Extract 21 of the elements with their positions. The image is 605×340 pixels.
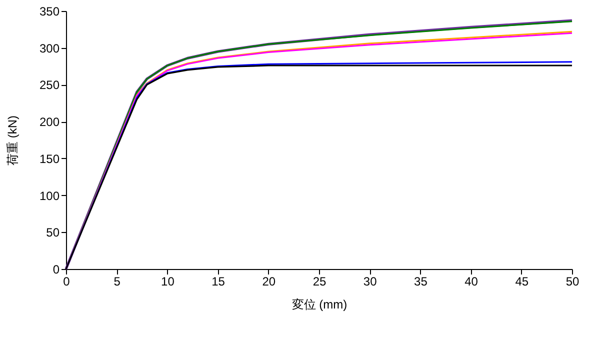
y-tick-label: 300 [39,41,60,56]
x-tick-label: 5 [114,274,121,288]
x-tick-label: 45 [515,274,529,288]
x-tick-label: 30 [363,274,378,288]
y-tick-label: 200 [39,115,60,130]
x-tick-label: 50 [566,274,580,288]
y-tick-label: 0 [52,262,60,276]
y-tick-label: 100 [39,188,60,203]
x-tick-label: 10 [161,274,175,288]
x-tick-label: 40 [464,274,478,288]
y-axis-title: 荷重 (kN) [5,116,20,166]
x-tick-label: 15 [212,274,226,288]
y-tick-label: 50 [46,226,60,240]
x-axis-title: 変位 (mm) [292,298,348,312]
y-tick-label: 250 [39,78,60,92]
x-tick-label: 35 [414,274,428,288]
x-tick-label: 20 [262,274,276,288]
y-tick-label: 350 [39,4,60,18]
x-tick-label: 0 [63,274,70,288]
y-tick-label: 150 [39,152,60,166]
x-tick-label: 25 [312,274,326,288]
